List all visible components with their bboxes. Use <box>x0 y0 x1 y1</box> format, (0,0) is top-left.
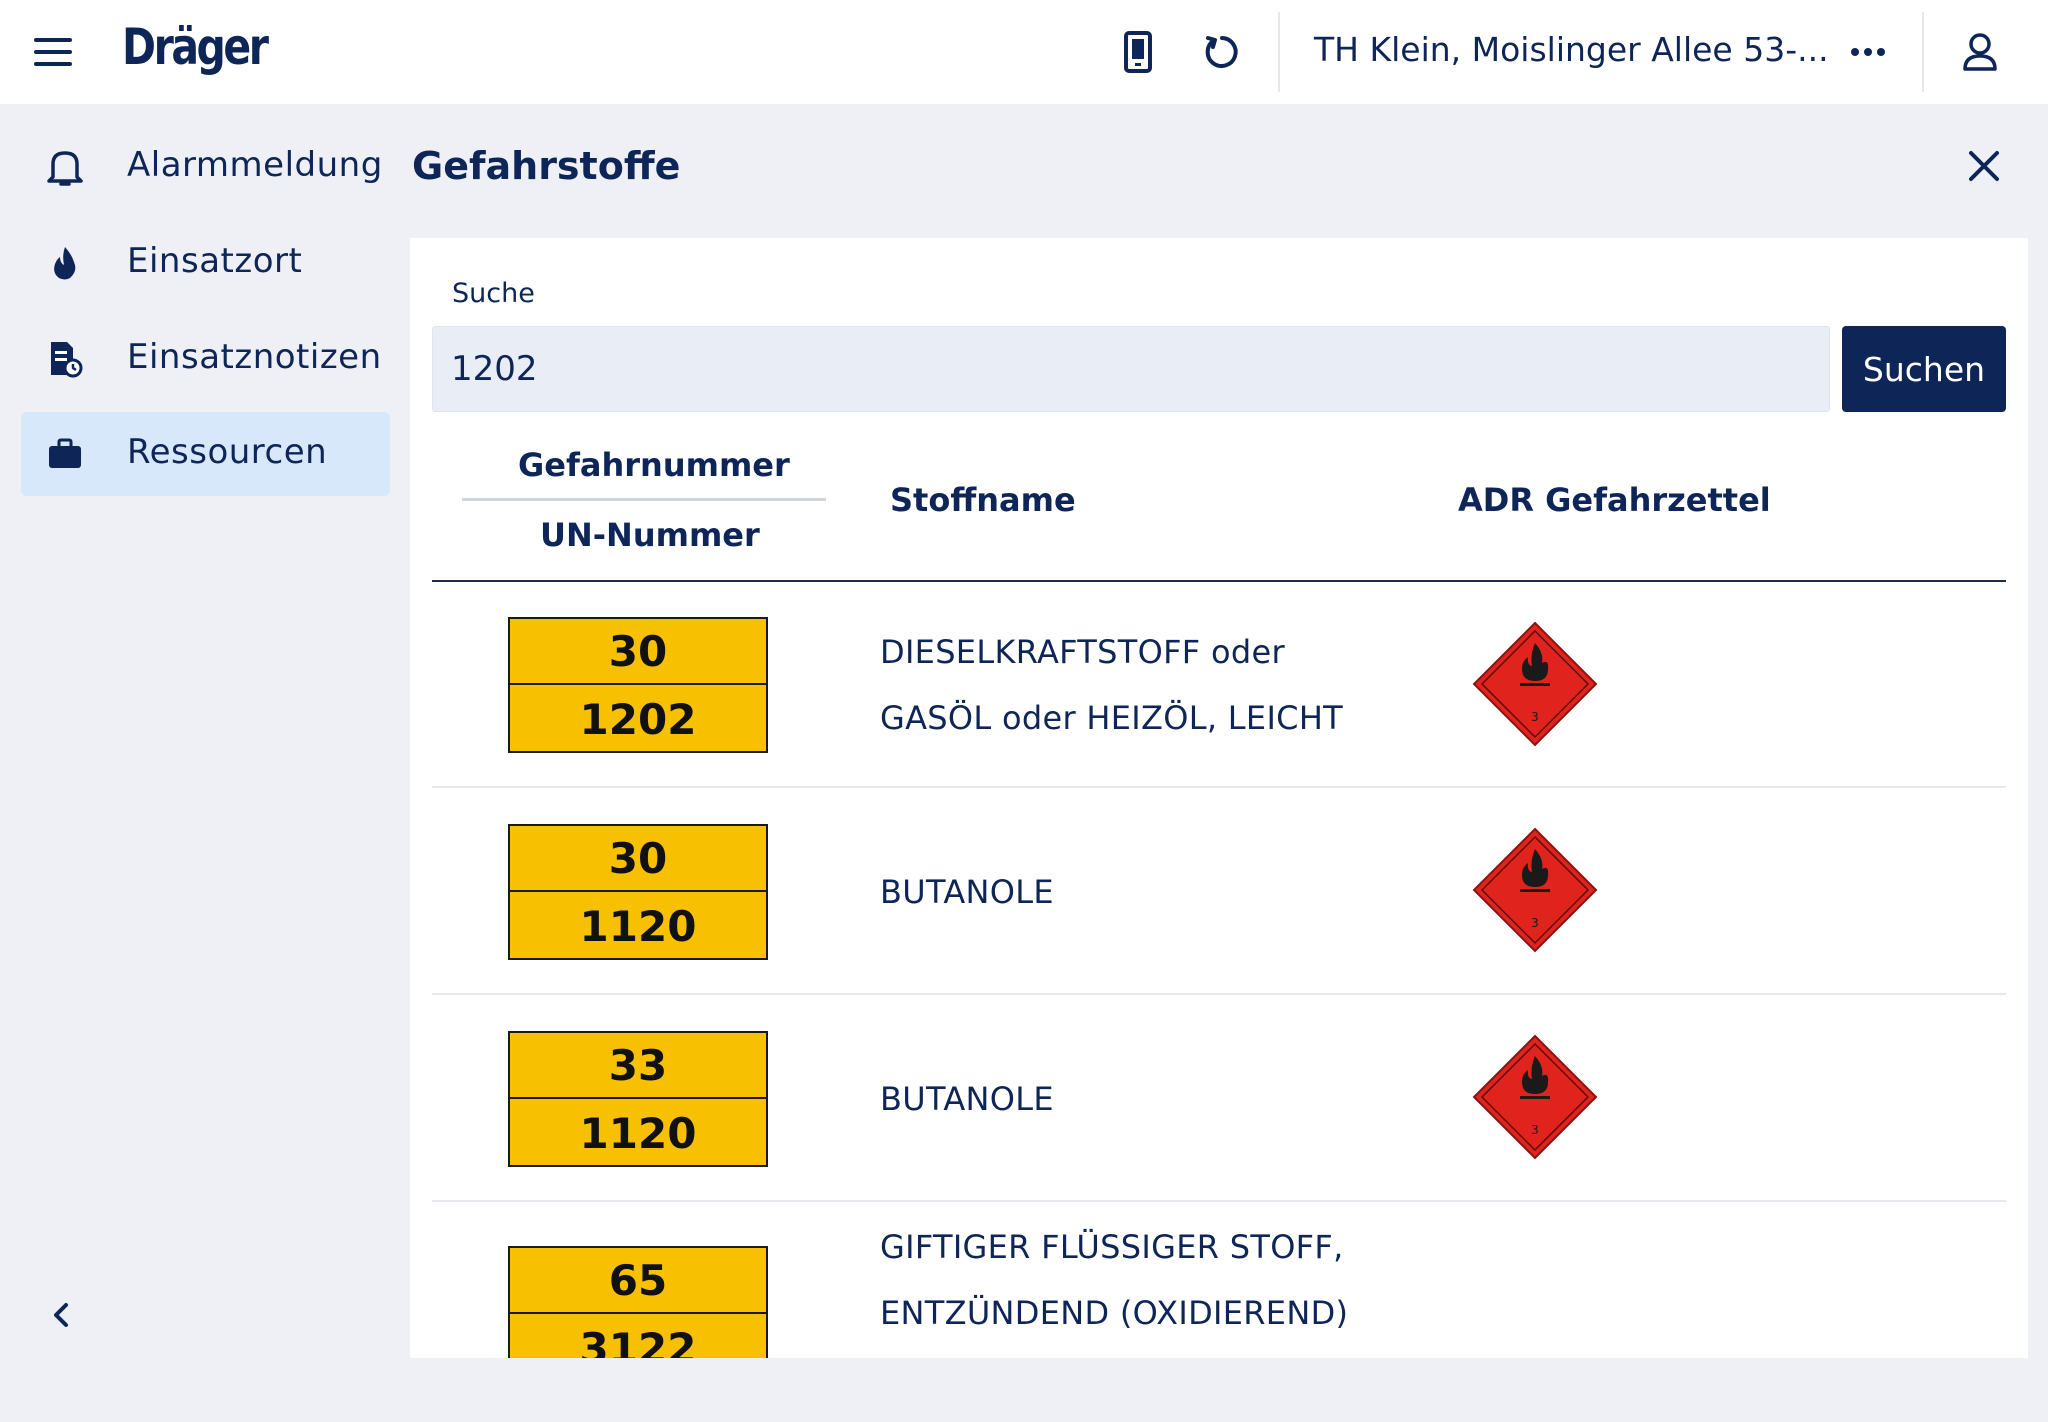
adr-class-number: 3 <box>1531 916 1539 930</box>
sidebar-item-label: Ressourcen <box>127 432 328 472</box>
adr-class-number: 3 <box>1531 1123 1539 1137</box>
sidebar-item-ressourcen[interactable]: Ressourcen <box>21 412 390 496</box>
header-divider <box>462 498 826 501</box>
row-divider <box>432 1200 2006 1202</box>
substance-name: DIESELKRAFTSTOFF oder GASÖL oder HEIZÖL,… <box>880 619 1343 751</box>
header-divider <box>1922 12 1924 92</box>
substance-line: BUTANOLE <box>880 1080 1054 1118</box>
collapse-sidebar-icon[interactable] <box>44 1295 80 1335</box>
page-title: Gefahrstoffe <box>412 144 681 188</box>
refresh-icon[interactable] <box>1200 30 1244 74</box>
hazard-number: 30 <box>510 619 766 685</box>
header-divider <box>1278 12 1280 92</box>
adr-flammable-label-icon: 3 <box>1472 827 1598 953</box>
hazard-plate: 65 3122 <box>508 1246 768 1358</box>
substance-line: BUTANOLE <box>880 873 1054 911</box>
search-input[interactable] <box>432 326 1830 412</box>
header-un-nummer[interactable]: UN-Nummer <box>540 516 760 554</box>
substance-name: GIFTIGER FLÜSSIGER STOFF, ENTZÜNDEND (OX… <box>880 1214 1348 1346</box>
sidebar-item-label: Einsatznotizen <box>127 337 382 377</box>
notes-icon <box>45 339 85 379</box>
sidebar-item-einsatzort[interactable]: Einsatzort <box>21 221 390 305</box>
hazard-plate: 30 1202 <box>508 617 768 753</box>
substance-line: GASÖL oder HEIZÖL, LEICHT <box>880 699 1344 737</box>
flame-icon <box>45 243 85 283</box>
adr-class-number: 3 <box>1531 710 1539 724</box>
sidebar-item-einsatznotizen[interactable]: Einsatznotizen <box>21 317 390 401</box>
substance-line: ENTZÜNDEND (OXIDIEREND) <box>880 1294 1349 1332</box>
hazard-plate: 30 1120 <box>508 824 768 960</box>
hazard-number: 65 <box>510 1248 766 1314</box>
top-bar: Dräger TH Klein, Moislinger Allee 53-... <box>0 0 2048 104</box>
user-icon[interactable] <box>1958 30 2002 74</box>
sidebar-item-label: Einsatzort <box>127 241 303 281</box>
adr-flammable-label-icon: 3 <box>1472 621 1598 747</box>
more-icon[interactable] <box>1846 30 1890 74</box>
table-header-rule <box>432 580 2006 582</box>
search-button[interactable]: Suchen <box>1842 326 2006 412</box>
bell-icon <box>45 147 85 187</box>
substance-line: DIESELKRAFTSTOFF oder <box>880 633 1285 671</box>
substance-name: BUTANOLE <box>880 859 1054 925</box>
un-number: 1120 <box>579 901 697 951</box>
hazard-number: 33 <box>510 1033 766 1099</box>
location-label[interactable]: TH Klein, Moislinger Allee 53-... <box>1314 30 1829 69</box>
adr-flammable-label-icon: 3 <box>1472 1034 1598 1160</box>
brand-logo: Dräger <box>122 18 269 76</box>
header-adr-gefahrzettel[interactable]: ADR Gefahrzettel <box>1458 481 1771 519</box>
hazmat-panel: Suche Suchen Gefahrnummer UN-Nummer Stof… <box>410 238 2028 1358</box>
header-stoffname[interactable]: Stoffname <box>890 481 1076 519</box>
hazard-plate: 33 1120 <box>508 1031 768 1167</box>
row-divider <box>432 786 2006 788</box>
close-icon[interactable] <box>1964 146 2004 186</box>
row-divider <box>432 993 2006 995</box>
un-number: 1202 <box>579 694 697 744</box>
search-label: Suche <box>452 278 535 309</box>
substance-line: GIFTIGER FLÜSSIGER STOFF, <box>880 1228 1344 1266</box>
un-number: 3122 <box>579 1323 697 1359</box>
briefcase-icon <box>45 434 85 474</box>
un-number: 1120 <box>579 1108 697 1158</box>
sidebar-item-label: Alarmmeldung <box>127 145 383 185</box>
substance-name: BUTANOLE <box>880 1066 1054 1132</box>
sidebar-item-alarmmeldung[interactable]: Alarmmeldung <box>21 125 390 209</box>
header-gefahrnummer[interactable]: Gefahrnummer <box>518 446 790 484</box>
phone-icon[interactable] <box>1116 30 1160 74</box>
hazard-number: 30 <box>510 826 766 892</box>
menu-icon[interactable] <box>34 38 74 66</box>
